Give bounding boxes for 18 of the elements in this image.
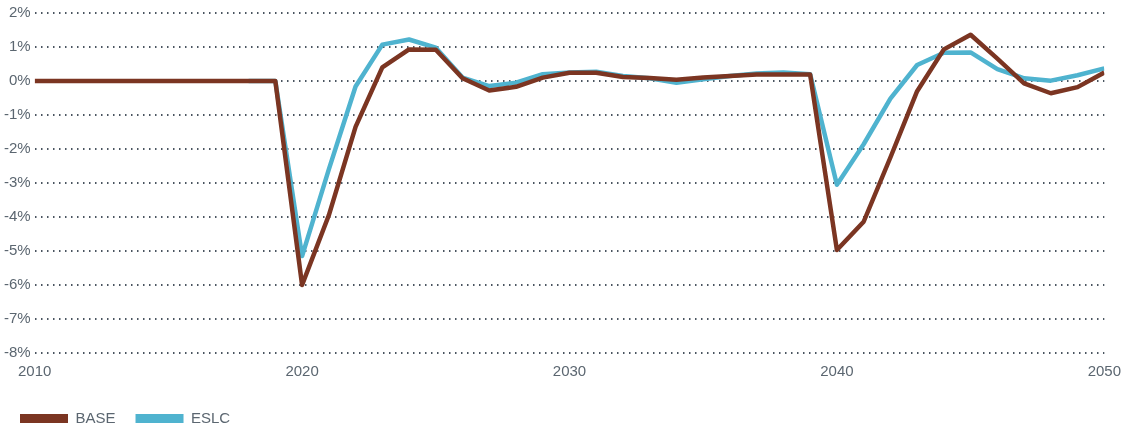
y-tick-label: -5% [3,241,31,259]
y-tick-label: -2% [3,139,31,157]
y-tick-label: 0% [8,71,31,89]
y-tick-label: -7% [3,309,31,327]
legend-label: ESLC [191,408,231,426]
x-tick-label: 2030 [552,362,587,380]
y-tick-label: -3% [3,173,31,191]
y-tick-label: -1% [3,105,31,123]
y-tick-label: 1% [8,37,31,55]
x-tick-label: 2040 [820,362,854,380]
x-tick-label: 2020 [285,362,319,380]
legend-label: BASE [75,408,116,426]
x-tick-label: 2010 [17,362,52,380]
y-tick-label: -6% [3,275,31,293]
x-tick-label: 2050 [1087,362,1121,380]
y-tick-label: -4% [3,207,31,225]
y-tick-label: -8% [3,343,31,361]
y-tick-label: 2% [8,3,31,21]
